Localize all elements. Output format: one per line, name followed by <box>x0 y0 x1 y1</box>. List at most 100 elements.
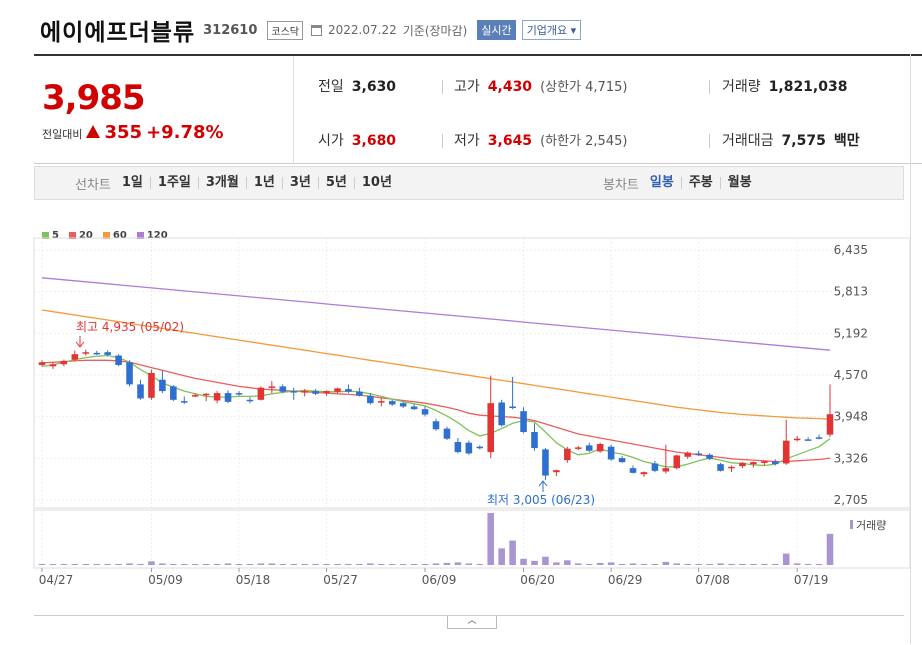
y-tick-label: 5,813 <box>834 285 868 299</box>
change-percent: +9.78% <box>146 122 224 143</box>
candlestick-chart[interactable]: 6,435 5,813 5,192 4,570 3,948 3,326 2,705 04/27… <box>0 230 922 615</box>
x-tick-label: 07/08 <box>695 573 730 587</box>
tab-weekly[interactable]: 주봉 <box>680 176 720 189</box>
tab-3m[interactable]: 3개월 <box>197 176 246 189</box>
candle-body <box>290 391 298 393</box>
amount-value: 7,575 <box>781 133 826 149</box>
volume-bar <box>432 563 440 565</box>
volume-bar <box>345 563 352 565</box>
volume: 거래량 1,821,038 <box>722 76 847 96</box>
candle-body <box>399 403 407 407</box>
volume-bar <box>640 563 648 565</box>
candle-body <box>728 466 735 469</box>
volume-bar <box>388 564 396 565</box>
candle-body <box>104 352 111 355</box>
candle-body <box>651 463 659 471</box>
tab-1d[interactable]: 1일 <box>121 175 143 190</box>
volume-bar <box>629 563 637 565</box>
volume-bar <box>115 563 122 565</box>
volume-bar <box>618 563 626 565</box>
candle-body <box>202 393 210 396</box>
volume-bar <box>323 564 330 565</box>
collapse-chart-button[interactable]: ︿ <box>447 616 497 629</box>
volume-bar <box>159 563 166 565</box>
prev-close-value: 3,630 <box>351 79 397 95</box>
x-tick-label: 07/19 <box>794 573 829 587</box>
candle-body <box>739 462 746 467</box>
volume-bar <box>399 564 407 565</box>
volume-bar <box>367 563 374 565</box>
volume-bar <box>607 562 615 565</box>
up-triangle-icon <box>86 125 101 138</box>
candle-body <box>596 444 604 452</box>
price-box: 3,985 전일대비 355 +9.78% <box>34 56 294 164</box>
tab-3y[interactable]: 3년 <box>281 176 318 189</box>
high-label: 고가 <box>454 79 480 95</box>
company-info-button[interactable]: 기업개요 ▾ <box>521 20 582 40</box>
open-label: 시가 <box>318 133 344 149</box>
volume-bar <box>771 563 779 565</box>
company-info-label: 기업개요 <box>526 24 568 37</box>
current-price: 3,985 <box>42 78 146 118</box>
candle-body <box>49 364 57 367</box>
candle-body <box>498 402 505 426</box>
amount-label: 거래대금 <box>722 133 774 149</box>
candle-body <box>60 360 68 365</box>
ma60-line <box>41 309 831 420</box>
candle-body <box>279 386 287 392</box>
low-annotation: 최저 3,005 (06/23) <box>487 493 595 507</box>
candle-body <box>345 389 352 392</box>
volume-bar <box>137 563 144 565</box>
tab-5y[interactable]: 5년 <box>317 176 354 189</box>
volume-bar <box>695 563 702 565</box>
x-tick-label: 06/20 <box>520 573 555 587</box>
tab-1y[interactable]: 1년 <box>245 176 282 189</box>
quote-panel: 3,985 전일대비 355 +9.78% 전일 3,630 고가 4,430 (상한… <box>34 54 922 164</box>
candle-body <box>520 411 527 432</box>
change-label: 전일대비 <box>42 128 83 141</box>
candle-body <box>804 439 812 441</box>
volume-bar <box>202 564 210 565</box>
volume-bar <box>443 562 451 565</box>
candle-body <box>454 442 462 453</box>
tab-10y[interactable]: 10년 <box>353 176 399 189</box>
high-value: 4,430 <box>487 79 533 95</box>
volume-bar <box>104 564 111 565</box>
candle-body <box>531 431 538 449</box>
volume-bar <box>312 564 319 565</box>
volume-bar <box>531 560 538 565</box>
candle-body <box>356 391 363 396</box>
volume-bar <box>509 540 516 565</box>
legend-ma120: 120 <box>136 230 168 241</box>
tab-monthly[interactable]: 월봉 <box>719 176 759 189</box>
y-tick-label: 3,326 <box>834 451 868 465</box>
volume-bar <box>804 563 812 565</box>
volume-bar <box>148 561 155 565</box>
candle-body <box>815 437 823 439</box>
candle-body <box>640 472 648 475</box>
volume-bar <box>662 561 670 565</box>
realtime-button[interactable]: 실시간 <box>477 20 516 40</box>
prev-close-label: 전일 <box>318 79 344 95</box>
change-amount: 355 <box>104 122 143 143</box>
volume-bar <box>421 563 429 565</box>
volume-bar <box>761 563 768 565</box>
market-badge: 코스닥 <box>267 20 304 40</box>
volume-bar <box>38 563 46 565</box>
volume-bar <box>739 563 746 565</box>
calendar-icon <box>311 24 323 36</box>
volume-label: 거래량 <box>856 519 886 532</box>
high-price: 고가 4,430 (상한가 4,715) <box>454 76 627 96</box>
candle-body <box>673 455 681 469</box>
volume-bar <box>191 564 199 565</box>
volume-bar <box>520 558 527 565</box>
volume-bar <box>706 563 713 565</box>
tab-daily[interactable]: 일봉 <box>649 175 674 190</box>
candle-body <box>71 354 79 360</box>
volume-legend-swatch <box>850 520 853 529</box>
price-change: 전일대비 355 +9.78% <box>42 122 224 143</box>
candle-body <box>224 393 232 402</box>
volume-bar <box>454 562 462 565</box>
tab-1w[interactable]: 1주일 <box>149 176 198 189</box>
volume-bar <box>826 533 834 565</box>
